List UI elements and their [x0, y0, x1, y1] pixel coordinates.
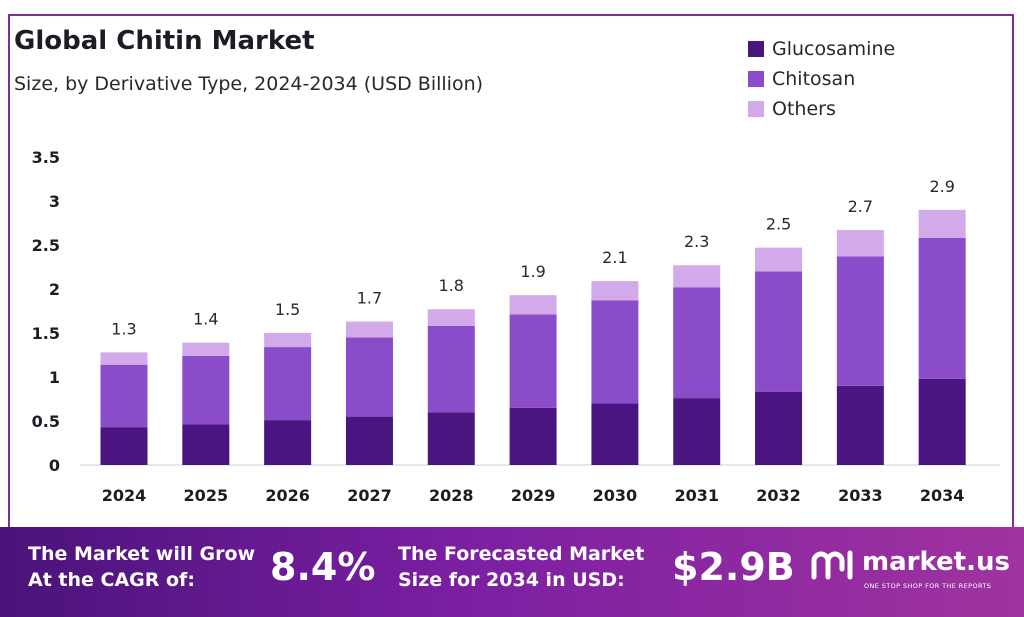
bar-segment-others-2029: [509, 295, 557, 315]
legend: Glucosamine Chitosan Others: [748, 34, 895, 124]
bar-total-label: 1.8: [439, 276, 464, 295]
x-category-label: 2033: [838, 486, 883, 505]
legend-item-glucosamine: Glucosamine: [748, 34, 895, 64]
chart-title: Global Chitin Market: [14, 26, 315, 56]
bar-segment-others-2026: [264, 333, 312, 348]
y-tick-label: 1.5: [32, 324, 60, 343]
bar-segment-glucosamine-2029: [509, 407, 557, 465]
bar-segment-chitosan-2030: [591, 300, 639, 404]
bar-segment-chitosan-2034: [918, 237, 966, 379]
bar-total-label: 1.5: [275, 300, 300, 319]
bar-segment-glucosamine-2028: [427, 412, 475, 465]
legend-label-chitosan: Chitosan: [772, 68, 856, 90]
legend-item-chitosan: Chitosan: [748, 64, 895, 94]
y-tick-label: 2: [49, 280, 60, 299]
bar-segment-others-2028: [427, 309, 475, 326]
brand-tagline: ONE STOP SHOP FOR THE REPORTS: [864, 582, 992, 590]
bar-segment-chitosan-2024: [100, 364, 148, 428]
x-category-label: 2034: [920, 486, 965, 505]
bar-segment-others-2032: [755, 247, 803, 272]
bar-segment-others-2033: [836, 230, 884, 257]
bar-segment-chitosan-2027: [345, 337, 393, 417]
x-category-label: 2031: [674, 486, 719, 505]
x-category-label: 2030: [593, 486, 638, 505]
cagr-label-line1: The Market will Grow: [28, 543, 256, 565]
x-category-label: 2026: [265, 486, 310, 505]
bar-total-label: 2.1: [602, 248, 627, 267]
x-category-label: 2024: [102, 486, 147, 505]
cagr-value: 8.4%: [270, 545, 376, 589]
bar-segment-glucosamine-2034: [918, 378, 966, 465]
bar-segment-glucosamine-2032: [755, 391, 803, 465]
bar-segment-chitosan-2033: [836, 256, 884, 386]
legend-label-glucosamine: Glucosamine: [772, 38, 896, 60]
forecast-label: The Forecasted Market Size for 2034 in U…: [398, 541, 644, 593]
bar-segment-glucosamine-2030: [591, 403, 639, 465]
bar-segment-chitosan-2028: [427, 325, 475, 413]
bar-segment-chitosan-2026: [264, 347, 312, 421]
bar-segment-others-2030: [591, 281, 639, 301]
bar-segment-glucosamine-2033: [836, 385, 884, 465]
brand-name: market.us: [862, 547, 1010, 577]
bar-segment-chitosan-2031: [673, 287, 721, 399]
legend-swatch-glucosamine: [748, 41, 764, 57]
y-tick-label: 1: [49, 368, 60, 387]
bar-segment-others-2034: [918, 209, 966, 238]
y-tick-label: 0.5: [32, 412, 60, 431]
x-category-label: 2025: [184, 486, 229, 505]
bar-segment-others-2027: [345, 321, 393, 338]
bar-segment-chitosan-2029: [509, 314, 557, 408]
bar-segment-glucosamine-2027: [345, 416, 393, 465]
market-us-logo-icon: [811, 550, 853, 580]
legend-swatch-chitosan: [748, 71, 764, 87]
x-category-label: 2028: [429, 486, 474, 505]
x-category-label: 2029: [511, 486, 556, 505]
bar-segment-glucosamine-2024: [100, 427, 148, 465]
forecast-label-line2: Size for 2034 in USD:: [398, 569, 625, 591]
bar-total-label: 1.9: [520, 262, 545, 281]
cagr-label-line2: At the CAGR of:: [28, 569, 195, 591]
bar-total-label: 2.3: [684, 232, 709, 251]
bar-total-label: 1.3: [111, 319, 136, 338]
bar-total-label: 2.7: [848, 197, 873, 216]
cagr-label: The Market will Grow At the CAGR of:: [28, 541, 255, 593]
bar-segment-glucosamine-2031: [673, 398, 721, 465]
x-category-label: 2027: [347, 486, 392, 505]
y-tick-label: 3.5: [32, 148, 60, 167]
legend-item-others: Others: [748, 94, 895, 124]
bar-total-label: 1.4: [193, 310, 218, 329]
y-tick-label: 0: [49, 456, 60, 475]
bar-total-label: 1.7: [357, 289, 382, 308]
bar-segment-chitosan-2032: [755, 271, 803, 392]
bar-segment-others-2024: [100, 352, 148, 365]
stacked-bar-chart: 0 0.5 1 1.5 2 2.5 3 3.5 1.3 2024 1.4 2025 1.5 2026 1.7…: [32, 148, 1000, 505]
bar-total-label: 2.9: [929, 177, 954, 196]
footer-banner: The Market will Grow At the CAGR of: 8.4…: [0, 527, 1024, 617]
y-tick-label: 3: [49, 192, 60, 211]
legend-label-others: Others: [772, 98, 836, 120]
bar-total-label: 2.5: [766, 215, 791, 234]
forecast-value: $2.9B: [672, 545, 795, 589]
bar-segment-others-2025: [182, 342, 230, 356]
legend-swatch-others: [748, 101, 764, 117]
bar-segment-chitosan-2025: [182, 355, 230, 425]
forecast-label-line1: The Forecasted Market: [398, 543, 645, 565]
chart-subtitle: Size, by Derivative Type, 2024-2034 (USD…: [14, 73, 484, 95]
bar-segment-glucosamine-2026: [264, 420, 312, 465]
bar-segment-glucosamine-2025: [182, 424, 230, 465]
bar-segment-others-2031: [673, 265, 721, 288]
x-category-label: 2032: [756, 486, 801, 505]
y-tick-label: 2.5: [32, 236, 60, 255]
